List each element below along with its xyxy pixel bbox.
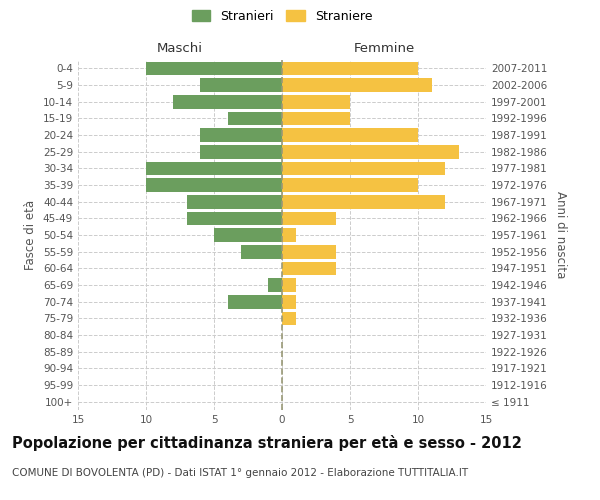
Bar <box>146 162 282 175</box>
Bar <box>268 278 282 292</box>
Bar <box>282 228 296 242</box>
Bar <box>214 228 282 242</box>
Bar <box>282 112 350 125</box>
Bar <box>282 312 296 325</box>
Y-axis label: Anni di nascita: Anni di nascita <box>554 192 567 278</box>
Bar <box>187 195 282 208</box>
Bar <box>227 112 282 125</box>
Bar <box>200 145 282 158</box>
Bar <box>200 78 282 92</box>
Text: Maschi: Maschi <box>157 42 203 55</box>
Bar <box>282 178 418 192</box>
Bar <box>282 212 337 225</box>
Text: Popolazione per cittadinanza straniera per età e sesso - 2012: Popolazione per cittadinanza straniera p… <box>12 435 522 451</box>
Bar <box>282 278 296 292</box>
Bar <box>227 295 282 308</box>
Bar <box>146 178 282 192</box>
Bar <box>282 128 418 142</box>
Bar <box>282 245 337 258</box>
Bar <box>282 295 296 308</box>
Text: Femmine: Femmine <box>353 42 415 55</box>
Bar <box>200 128 282 142</box>
Bar <box>241 245 282 258</box>
Bar <box>282 195 445 208</box>
Bar <box>173 95 282 108</box>
Bar <box>282 145 459 158</box>
Bar <box>282 95 350 108</box>
Bar <box>282 262 337 275</box>
Bar <box>282 162 445 175</box>
Bar <box>187 212 282 225</box>
Text: COMUNE DI BOVOLENTA (PD) - Dati ISTAT 1° gennaio 2012 - Elaborazione TUTTITALIA.: COMUNE DI BOVOLENTA (PD) - Dati ISTAT 1°… <box>12 468 468 477</box>
Bar <box>282 62 418 75</box>
Bar <box>146 62 282 75</box>
Legend: Stranieri, Straniere: Stranieri, Straniere <box>188 6 376 26</box>
Bar <box>282 78 431 92</box>
Y-axis label: Fasce di età: Fasce di età <box>25 200 37 270</box>
